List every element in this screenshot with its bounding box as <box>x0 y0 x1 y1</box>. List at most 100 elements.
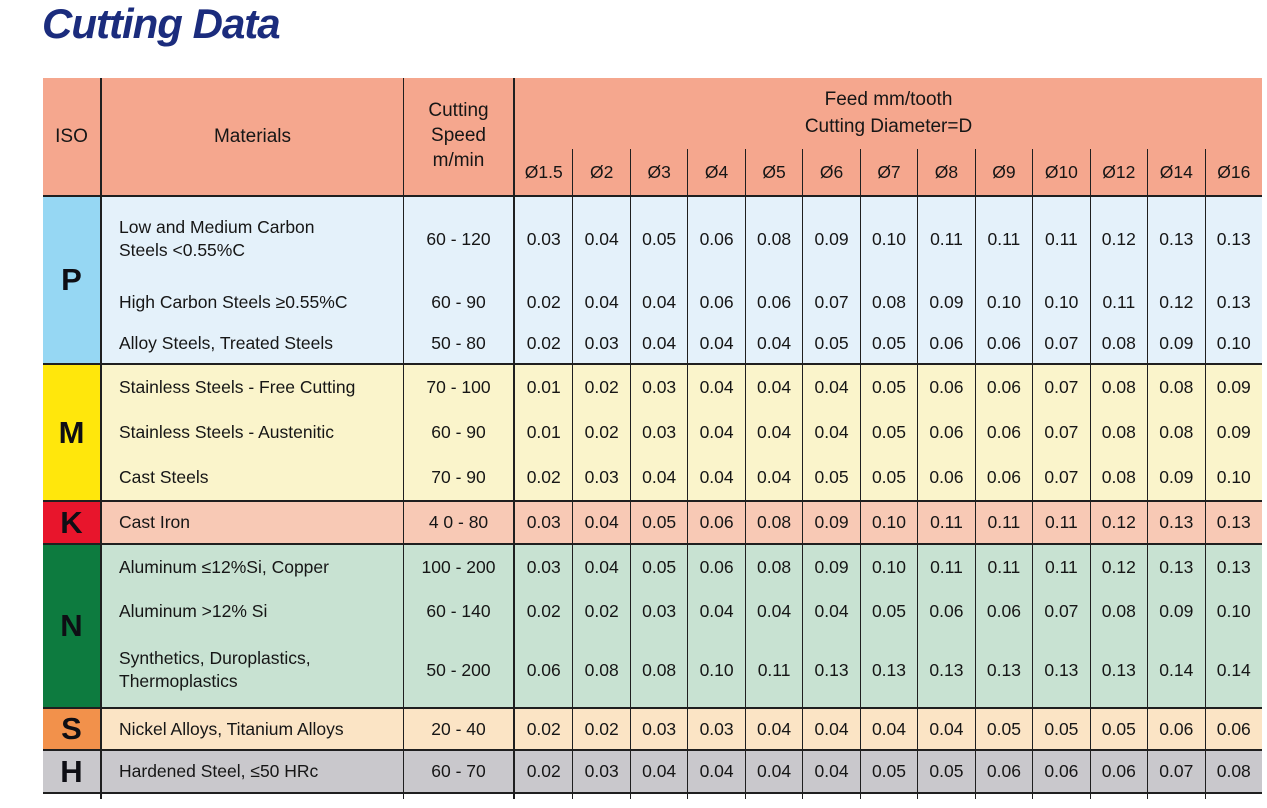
feed-cell: 0.08 <box>744 197 802 281</box>
feed-cell: 0.06 <box>917 455 974 500</box>
feed-cell: 0.09 <box>802 545 859 589</box>
feed-cell: 0.07 <box>1032 365 1089 410</box>
feed-cell: 0.05 <box>629 197 687 281</box>
feed-cell: 0.05 <box>802 455 859 500</box>
feed-cell: 0.11 <box>917 502 974 543</box>
feed-cell: 0.09 <box>917 281 974 323</box>
feed-cell: 0.13 <box>974 633 1032 707</box>
feed-cell: 0.13 <box>1147 197 1204 281</box>
feed-cell: 0.04 <box>687 323 744 363</box>
feed-cell: 0.14 <box>1147 633 1204 707</box>
feed-cell: 0.10 <box>1204 323 1262 363</box>
feed-cell: 0.09 <box>1147 455 1204 500</box>
material-cell: Aluminum >12% Si <box>119 600 268 621</box>
speed-cell: 70 - 100 <box>426 377 491 397</box>
speed-cell: 50 - 200 <box>426 659 491 680</box>
feed-cell: 0.11 <box>974 197 1032 281</box>
feed-cell: 0.04 <box>687 751 744 792</box>
feed-cell: 0.04 <box>572 281 629 323</box>
speed-cell: 4 0 - 80 <box>428 512 489 532</box>
feed-cell: 0.09 <box>1147 323 1204 363</box>
feed-cell: 0.12 <box>1089 545 1147 589</box>
material-cell: Aluminum ≤12%Si, Copper <box>119 556 329 577</box>
feed-cell: 0.05 <box>1089 709 1147 749</box>
feed-cell: 0.08 <box>1089 410 1147 455</box>
diameter-label: Ø12 <box>1089 149 1147 195</box>
material-cell: Synthetics, Duroplastics, Thermoplastics <box>119 648 311 691</box>
feed-cell: 0.10 <box>859 197 917 281</box>
material-cell: Stainless Steels - Free Cutting <box>119 377 356 398</box>
feed-cell: 0.05 <box>974 709 1032 749</box>
diameter-label: Ø10 <box>1032 149 1089 195</box>
feed-cell: 0.05 <box>859 323 917 363</box>
feed-cell: 0.11 <box>1032 545 1089 589</box>
feed-cell: 0.04 <box>629 323 687 363</box>
feed-cell: 0.11 <box>1032 502 1089 543</box>
feed-cell: 0.02 <box>572 709 629 749</box>
feed-cell: 0.05 <box>859 751 917 792</box>
header-iso-cell: ISO <box>55 125 88 147</box>
feed-cell: 0.04 <box>629 455 687 500</box>
feed-cell: 0.10 <box>1032 281 1089 323</box>
speed-cell: 20 - 40 <box>431 718 486 739</box>
feed-cell: 0.04 <box>744 365 802 410</box>
feed-cell: 0.10 <box>859 545 917 589</box>
feed-cell: 0.10 <box>859 502 917 543</box>
header-feed-cell: Feed mm/tooth Cutting Diameter=D Ø1.5 Ø2… <box>513 78 1262 195</box>
feed-cell: 0.06 <box>974 410 1032 455</box>
feed-cell: 0.04 <box>572 545 629 589</box>
feed-cell: 0.05 <box>1032 709 1089 749</box>
feed-cell: 0.07 <box>1147 751 1204 792</box>
feed-cell: 0.07 <box>1032 323 1089 363</box>
diameter-label: Ø5 <box>744 149 802 195</box>
feed-cell: 0.02 <box>572 410 629 455</box>
feed-cell: 0.09 <box>1204 410 1262 455</box>
speed-cell: 60 - 90 <box>431 291 486 312</box>
feed-cell: 0.02 <box>526 600 561 621</box>
diameter-label: Ø7 <box>859 149 917 195</box>
section-p: P Low and Medium Carbon Steels <0.55%C H… <box>43 195 1262 363</box>
feed-cell: 0.08 <box>744 502 802 543</box>
feed-cell: 0.06 <box>917 323 974 363</box>
section-n: N Aluminum ≤12%Si, Copper Aluminum >12% … <box>43 543 1262 707</box>
feed-cell: 0.03 <box>629 365 687 410</box>
feed-cell: 0.06 <box>687 502 744 543</box>
iso-cell-m: M <box>43 365 100 500</box>
feed-cell: 0.03 <box>629 410 687 455</box>
feed-cell: 0.02 <box>572 365 629 410</box>
feed-cell: 0.02 <box>572 589 629 633</box>
feed-cell: 0.06 <box>687 545 744 589</box>
iso-cell-s: S <box>43 709 100 749</box>
feed-cell: 0.06 <box>917 365 974 410</box>
feed-cell: 0.04 <box>802 589 859 633</box>
feed-cell: 0.04 <box>572 502 629 543</box>
feed-cell: 0.01 <box>526 377 561 397</box>
iso-cell-k: K <box>43 502 100 543</box>
feed-cell: 0.06 <box>974 589 1032 633</box>
feed-cell: 0.04 <box>629 751 687 792</box>
feed-cell: 0.04 <box>802 410 859 455</box>
cutting-data-table: ISO Materials Cutting Speed m/min Feed m… <box>43 78 1262 799</box>
feed-cell: 0.12 <box>1147 281 1204 323</box>
feed-cell: 0.13 <box>859 633 917 707</box>
feed-cell: 0.09 <box>1204 365 1262 410</box>
feed-cell: 0.08 <box>1089 589 1147 633</box>
feed-cell: 0.07 <box>1032 589 1089 633</box>
feed-cell: 0.03 <box>572 751 629 792</box>
feed-cell: 0.07 <box>1032 455 1089 500</box>
header-cutting-speed-cell: Cutting Speed m/min <box>403 78 513 195</box>
feed-cell: 0.04 <box>917 709 974 749</box>
feed-cell: 0.05 <box>859 589 917 633</box>
feed-cell: 0.08 <box>1089 455 1147 500</box>
feed-cell: 0.05 <box>629 545 687 589</box>
material-cell: High Carbon Steels ≥0.55%C <box>119 291 348 312</box>
material-cell: Nickel Alloys, Titanium Alloys <box>119 718 344 739</box>
feed-cell: 0.03 <box>526 512 561 532</box>
bottom-line-stubs <box>43 792 1262 799</box>
feed-cell: 0.11 <box>1032 197 1089 281</box>
feed-cell: 0.06 <box>917 589 974 633</box>
feed-cell: 0.05 <box>802 323 859 363</box>
material-cell: Cast Iron <box>119 512 190 533</box>
feed-cell: 0.10 <box>1204 589 1262 633</box>
speed-cell: 100 - 200 <box>421 556 496 577</box>
